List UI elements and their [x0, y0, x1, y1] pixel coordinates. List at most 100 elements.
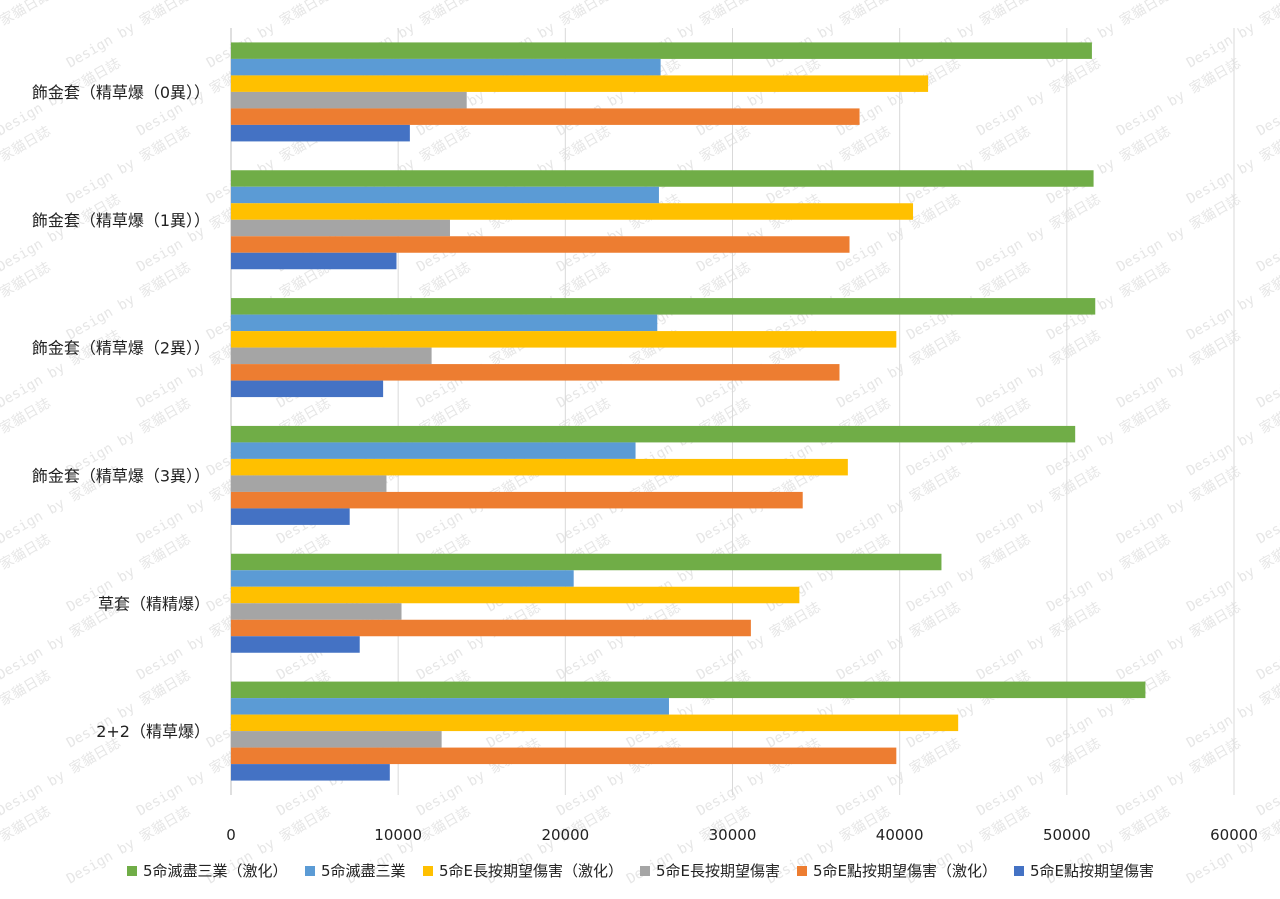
legend-swatch	[640, 866, 650, 876]
gridlines	[230, 28, 1235, 795]
watermark-text: Design by 家貓日誌	[974, 55, 1104, 140]
bar	[231, 91, 467, 109]
bar	[231, 603, 402, 620]
watermark-text: Design by 家貓日誌	[0, 191, 124, 276]
x-tick-label: 30000	[709, 826, 757, 844]
bar	[231, 42, 1092, 59]
watermark-text: Design by 家貓日誌	[554, 599, 684, 684]
bar	[231, 508, 350, 525]
watermark-text: Design by 家貓日誌	[904, 0, 1034, 71]
legend-swatch	[305, 866, 315, 876]
watermark-text: Design by 家貓日誌	[1044, 667, 1174, 752]
bar	[231, 380, 384, 398]
watermark-text: Design by 家貓日誌	[694, 735, 824, 820]
x-axis-tick-labels: 0 10000 20000 30000 40000 50000 60000	[226, 826, 1258, 844]
bar	[231, 252, 397, 270]
watermark-text: Design by 家貓日誌	[1114, 0, 1244, 3]
watermark-text: Design by 家貓日誌	[834, 735, 964, 820]
bar	[231, 331, 897, 348]
x-tick-label: 10000	[374, 826, 422, 844]
legend-label: 5命E長按期望傷害（激化）	[439, 862, 623, 880]
category-label: 飾金套（精草爆（0異））	[32, 83, 210, 102]
bar	[231, 698, 669, 715]
watermark-text: Design by 家貓日誌	[64, 123, 194, 208]
legend-swatch	[1014, 866, 1024, 876]
watermark-text: Design by 家貓日誌	[1254, 327, 1280, 412]
watermark-text: Design by 家貓日誌	[64, 259, 194, 344]
legend-item[interactable]: 5命E點按期望傷害	[1014, 862, 1154, 880]
watermark-text: Design by 家貓日誌	[414, 0, 544, 3]
category-label: 草套（精精爆）	[98, 594, 210, 613]
bar	[231, 731, 442, 748]
watermark-text: Design by 家貓日誌	[1044, 123, 1174, 208]
x-tick-label: 40000	[876, 826, 924, 844]
bar	[231, 347, 432, 365]
watermark-text: Design by 家貓日誌	[1114, 191, 1244, 276]
watermark-text: Design by 家貓日誌	[1114, 55, 1244, 140]
bar	[231, 314, 658, 332]
bar	[231, 636, 360, 653]
bar	[231, 203, 914, 220]
bar	[231, 236, 850, 253]
watermark-text: Design by 家貓日誌	[974, 191, 1104, 276]
watermark-text: Design by 家貓日誌	[64, 0, 194, 71]
x-tick-label: 50000	[1043, 826, 1091, 844]
watermark-text: Design by 家貓日誌	[1254, 463, 1280, 548]
bar	[231, 186, 659, 204]
watermark-text: Design by 家貓日誌	[554, 735, 684, 820]
bar	[231, 298, 1096, 315]
legend-label: 5命E長按期望傷害	[656, 862, 780, 880]
x-tick-label: 0	[226, 826, 236, 844]
bar	[231, 491, 803, 509]
x-tick-label: 60000	[1210, 826, 1258, 844]
watermark-text: Design by 家貓日誌	[1114, 463, 1244, 548]
legend-swatch	[127, 866, 137, 876]
bars	[231, 42, 1146, 781]
watermark-text: Design by 家貓日誌	[694, 55, 824, 140]
bar	[231, 764, 390, 781]
bar	[231, 681, 1146, 699]
watermark-text: Design by 家貓日誌	[1254, 0, 1280, 3]
watermark-text: Design by 家貓日誌	[1114, 735, 1244, 820]
x-tick-label: 20000	[541, 826, 589, 844]
legend-item[interactable]: 5命滅盡三業	[305, 862, 406, 880]
watermark-text: Design by 家貓日誌	[904, 667, 1034, 752]
watermark-text: Design by 家貓日誌	[274, 0, 404, 3]
bar	[231, 714, 959, 732]
bar	[231, 442, 636, 459]
legend-swatch	[423, 866, 433, 876]
bar	[231, 458, 848, 476]
watermark-text: Design by 家貓日誌	[554, 0, 684, 3]
watermark-text: Design by 家貓日誌	[834, 463, 964, 548]
legend-item[interactable]: 5命E長按期望傷害（激化）	[423, 862, 623, 880]
bar	[231, 747, 897, 765]
legend-label: 5命E點按期望傷害	[1030, 862, 1154, 880]
legend-item[interactable]: 5命E點按期望傷害（激化）	[797, 862, 997, 880]
watermark-text: Design by 家貓日誌	[1044, 531, 1174, 616]
watermark-text: Design by 家貓日誌	[1254, 599, 1280, 684]
watermark-text: Design by 家貓日誌	[974, 463, 1104, 548]
bar	[231, 75, 929, 92]
watermark-text: Design by 家貓日誌	[1114, 599, 1244, 684]
category-label: 2+2（精草爆）	[96, 722, 210, 741]
watermark-text: Design by 家貓日誌	[974, 327, 1104, 412]
bar	[231, 219, 450, 237]
category-label: 飾金套（精草爆（2異））	[32, 339, 210, 358]
bar	[231, 108, 860, 125]
category-label: 飾金套（精草爆（3異））	[32, 466, 210, 485]
watermark-text: Design by 家貓日誌	[694, 0, 824, 3]
watermark-text: Design by 家貓日誌	[834, 55, 964, 140]
bar	[231, 170, 1094, 187]
watermark-text: Design by 家貓日誌	[974, 735, 1104, 820]
legend[interactable]: 5命滅盡三業（激化） 5命滅盡三業 5命E長按期望傷害（激化） 5命E長按期望傷害 5命…	[127, 862, 1154, 880]
watermark-text: Design by 家貓日誌	[1254, 191, 1280, 276]
watermark-text: Design by 家貓日誌	[974, 599, 1104, 684]
legend-item[interactable]: 5命E長按期望傷害	[640, 862, 780, 880]
bar	[231, 619, 751, 637]
bar	[231, 570, 574, 587]
bar	[231, 475, 387, 492]
legend-item[interactable]: 5命滅盡三業（激化）	[127, 862, 288, 880]
watermark-text: Design by 家貓日誌	[0, 0, 54, 71]
legend-label: 5命E點按期望傷害（激化）	[813, 862, 997, 880]
legend-label: 5命滅盡三業	[321, 862, 406, 880]
